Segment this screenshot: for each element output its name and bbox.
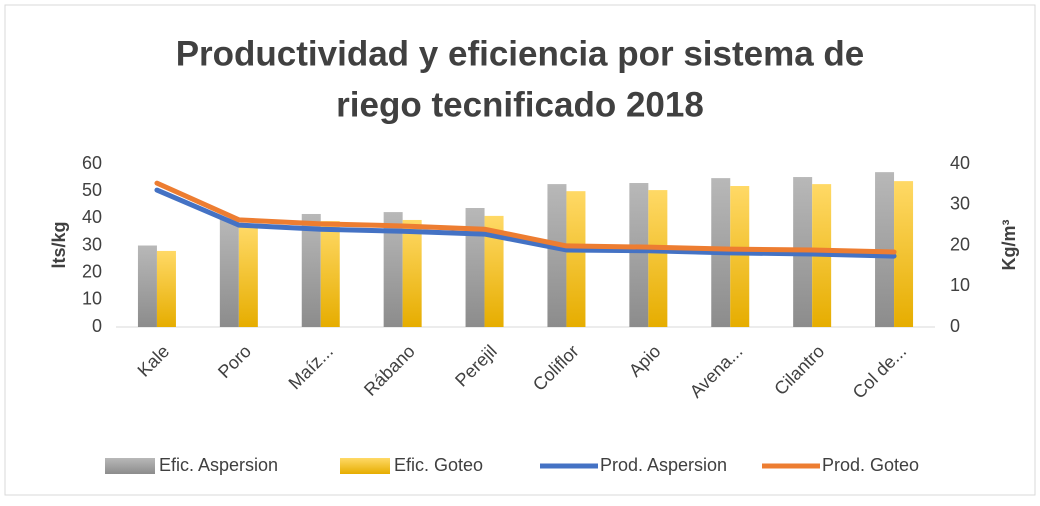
y-tick-label: 30 xyxy=(82,234,102,254)
bar xyxy=(484,215,504,327)
y2-tick-label: 20 xyxy=(950,234,970,254)
legend-label: Prod. Goteo xyxy=(822,455,919,475)
y-tick-label: 0 xyxy=(92,316,102,336)
bar xyxy=(320,221,340,327)
bar xyxy=(547,184,567,327)
chart-title: riego tecnificado 2018 xyxy=(336,85,704,124)
legend-label: Prod. Aspersion xyxy=(600,455,727,475)
bar xyxy=(465,208,485,327)
y2-axis-label: Kg/m³ xyxy=(999,220,1019,271)
y2-tick-label: 30 xyxy=(950,194,970,214)
legend-swatch xyxy=(105,458,155,474)
legend-label: Efic. Aspersion xyxy=(159,455,278,475)
bar xyxy=(648,190,668,327)
bar xyxy=(238,226,258,327)
bar xyxy=(629,183,649,327)
y2-tick-label: 40 xyxy=(950,153,970,173)
line-series xyxy=(154,180,897,255)
y-tick-label: 20 xyxy=(82,261,102,281)
line-series xyxy=(154,187,897,259)
y-tick-label: 60 xyxy=(82,153,102,173)
legend-swatch xyxy=(340,458,390,474)
bar xyxy=(566,191,586,327)
bar xyxy=(219,218,239,327)
bar xyxy=(301,213,321,327)
bar xyxy=(730,186,750,327)
y-axis-label: lts/kg xyxy=(49,221,69,268)
bar xyxy=(894,181,914,327)
bar xyxy=(402,219,422,327)
bar xyxy=(137,245,157,327)
y2-tick-label: 0 xyxy=(950,316,960,336)
y-tick-label: 50 xyxy=(82,180,102,200)
bar xyxy=(383,212,403,327)
y2-tick-label: 10 xyxy=(950,275,970,295)
legend-label: Efic. Goteo xyxy=(394,455,483,475)
bar xyxy=(156,250,176,327)
y-tick-label: 40 xyxy=(82,207,102,227)
y-tick-label: 10 xyxy=(82,289,102,309)
chart-title: Productividad y eficiencia por sistema d… xyxy=(176,34,865,73)
